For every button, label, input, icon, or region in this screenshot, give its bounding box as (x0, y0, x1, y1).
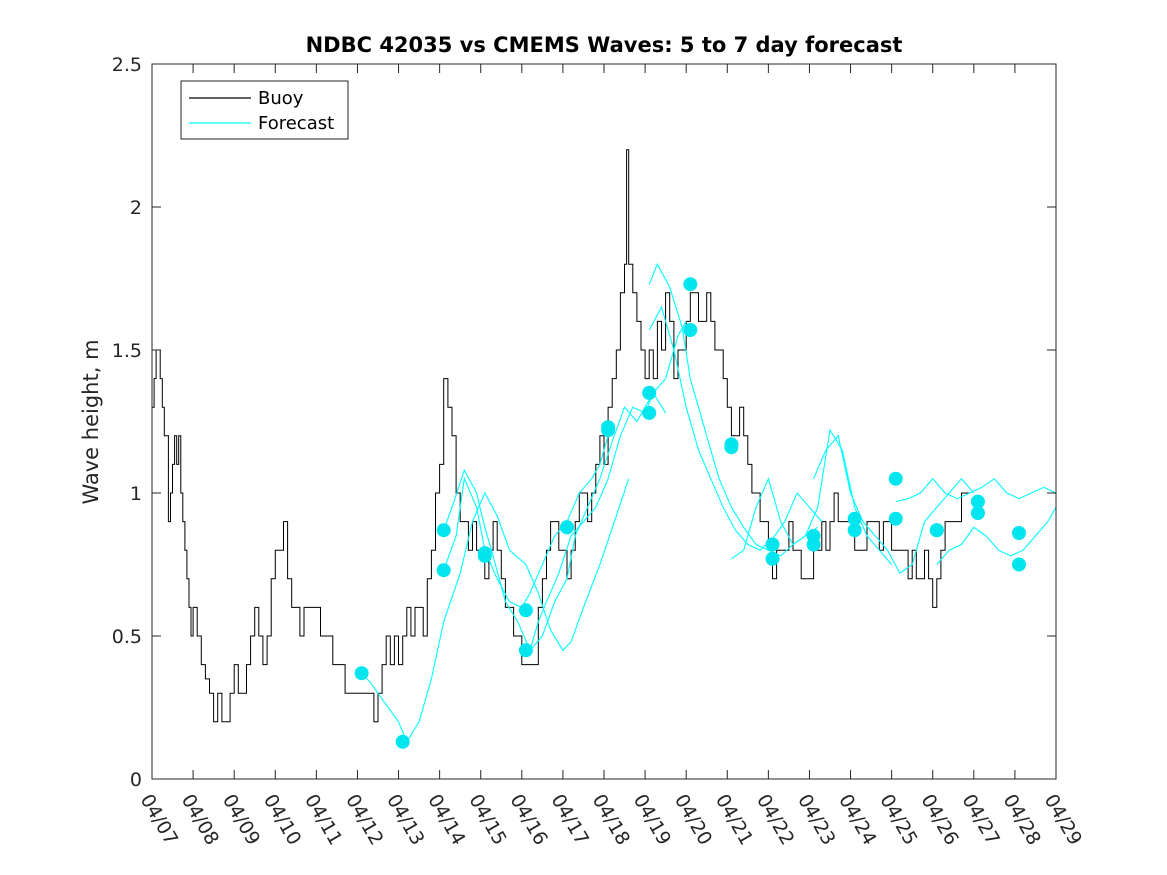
forecast-start-marker-7 (518, 603, 533, 618)
plot-area (152, 149, 1056, 749)
forecast-start-marker-26 (888, 511, 903, 526)
forecast-run-line-2 (443, 435, 609, 609)
y-tick-label-4: 2 (130, 197, 142, 219)
forecast-start-marker-15 (683, 277, 698, 292)
forecast-start-marker-13 (642, 385, 657, 400)
forecast-run-line-7 (731, 428, 893, 565)
legend-label-buoy: Buoy (258, 88, 304, 109)
forecast-start-marker-8 (518, 643, 533, 658)
series-group (152, 149, 1056, 749)
forecast-start-marker-19 (765, 537, 780, 552)
legend-label-forecast: Forecast (258, 113, 334, 134)
forecast-start-marker-18 (724, 440, 739, 455)
forecast-run-line-8 (813, 434, 975, 574)
forecast-start-marker-28 (929, 523, 944, 538)
forecast-start-marker-1 (354, 666, 369, 681)
forecast-start-marker-14 (642, 405, 657, 420)
forecast-start-marker-6 (477, 548, 492, 563)
forecast-run-line-10 (936, 507, 1056, 565)
legend-box (180, 80, 349, 140)
forecast-start-marker-22 (806, 537, 821, 552)
y-tick-label-1: 0.5 (112, 626, 142, 648)
legend: Buoy Forecast (180, 80, 349, 140)
y-axis-label: Wave height, m (79, 339, 103, 504)
y-tick-label-2: 1 (130, 483, 142, 505)
forecast-start-marker-29 (970, 494, 985, 509)
forecast-run-line-3 (443, 391, 667, 652)
forecast-start-marker-25 (888, 471, 903, 486)
forecast-start-marker-31 (1012, 526, 1026, 540)
y-tick-label-0: 0 (130, 769, 142, 791)
forecast-run-line-9 (895, 477, 1056, 503)
forecast-start-marker-10 (560, 520, 574, 535)
forecast-start-marker-16 (683, 323, 698, 337)
forecast-start-marker-12 (601, 420, 616, 435)
forecast-start-marker-24 (847, 523, 862, 538)
forecast-start-marker-30 (970, 506, 985, 520)
forecast-run-line-1 (361, 478, 630, 744)
y-tick-label-3: 1.5 (112, 340, 142, 362)
forecast-run-line-5 (648, 262, 819, 557)
forecast-start-marker-4 (436, 563, 451, 578)
forecast-start-marker-2 (395, 734, 410, 749)
forecast-run-line-4 (529, 321, 687, 651)
chart-title: NDBC 42035 vs CMEMS Waves: 5 to 7 day fo… (306, 33, 903, 57)
forecast-start-marker-32 (1012, 557, 1026, 572)
forecast-start-marker-3 (436, 523, 451, 538)
forecast-start-marker-20 (765, 551, 780, 566)
buoy-series-line (152, 149, 970, 723)
forecast-run-line-6 (648, 305, 823, 551)
y-tick-label-5: 2.5 (112, 54, 142, 76)
forecast-start-marker-23 (847, 511, 862, 526)
